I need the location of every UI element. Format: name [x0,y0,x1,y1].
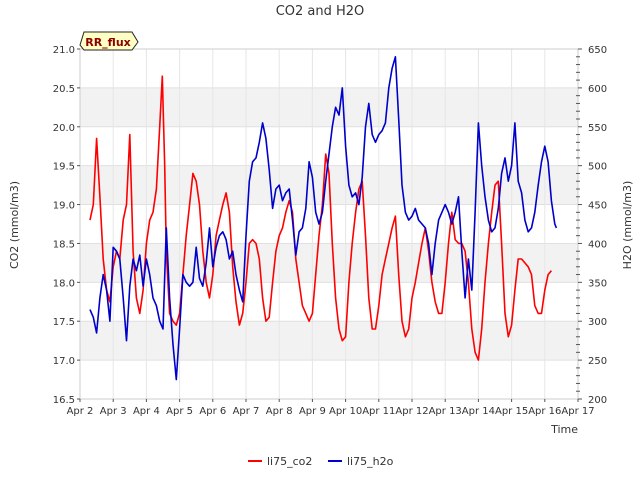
right-tick-label: 650 [588,45,607,56]
x-tick-label: Apr 11 [362,406,395,417]
legend: li75_co2 li75_h2o [248,455,394,468]
legend-label-li75-co2: li75_co2 [267,455,312,468]
left-tick-label: 17.0 [53,356,75,367]
x-axis-ticks: Apr 2 Apr 3 Apr 4 Apr 5 Apr 6 Apr 7 Apr 8 Apr 9… [67,399,595,417]
legend-label-li75-h2o: li75_h2o [347,455,394,468]
x-tick-label: Apr 17 [561,406,594,417]
right-tick-label: 200 [588,395,607,406]
background-band [80,321,578,361]
right-axis-ticks: 200 250 300 350 400 450 500 550 600 650 [578,45,607,406]
x-tick-label: Apr 5 [166,406,193,417]
series-line-li75-h2o [89,56,558,381]
x-tick-label: Apr 8 [266,406,293,417]
x-tick-label: Apr 3 [100,406,127,417]
left-tick-label: 17.5 [53,317,75,328]
background-bands [80,87,578,361]
y2-axis-label: H2O (mmol/m3) [621,181,634,270]
left-tick-label: 20.5 [53,84,75,95]
background-band [80,87,578,127]
right-tick-label: 600 [588,84,607,95]
left-tick-label: 19.0 [53,201,75,212]
right-axis-minor-ticks [576,56,580,392]
x-tick-label: Apr 6 [199,406,226,417]
left-tick-label: 18.5 [53,239,75,250]
x-tick-label: Apr 14 [462,406,495,417]
x-tick-label: Apr 9 [299,406,326,417]
x-tick-label: Apr 12 [395,406,428,417]
gridlines [79,48,579,400]
background-band [80,243,578,283]
right-tick-label: 250 [588,356,607,367]
right-tick-label: 350 [588,278,607,289]
left-tick-label: 18.0 [53,278,75,289]
right-tick-label: 550 [588,123,607,134]
x-tick-label: Apr 4 [133,406,160,417]
chart-title: CO2 and H2O [276,4,365,19]
right-tick-label: 450 [588,201,607,212]
left-tick-label: 19.5 [53,162,75,173]
rr-flux-badge-label: RR_flux [85,36,131,49]
left-axis-ticks: 16.5 17.0 17.5 18.0 18.5 19.0 19.5 20.0 20.5 21.0 [53,45,80,406]
right-tick-label: 400 [588,239,607,250]
left-tick-label: 21.0 [53,45,75,56]
x-tick-label: Apr 13 [429,406,462,417]
plot-frame [79,48,579,400]
left-tick-label: 16.5 [53,395,75,406]
x-tick-label: Apr 15 [495,406,528,417]
x-axis-label: Time [550,423,578,436]
left-tick-label: 20.0 [53,123,75,134]
series-line-li75-co2 [89,75,553,361]
series-layer [89,56,558,381]
x-tick-label: Apr 7 [233,406,260,417]
x-tick-label: Apr 10 [329,406,362,417]
rr-flux-badge: RR_flux [79,31,139,51]
right-tick-label: 500 [588,162,607,173]
right-tick-label: 300 [588,317,607,328]
y-axis-label: CO2 (mmol/m3) [8,181,21,269]
x-tick-label: Apr 2 [67,406,94,417]
x-tick-label: Apr 16 [528,406,561,417]
